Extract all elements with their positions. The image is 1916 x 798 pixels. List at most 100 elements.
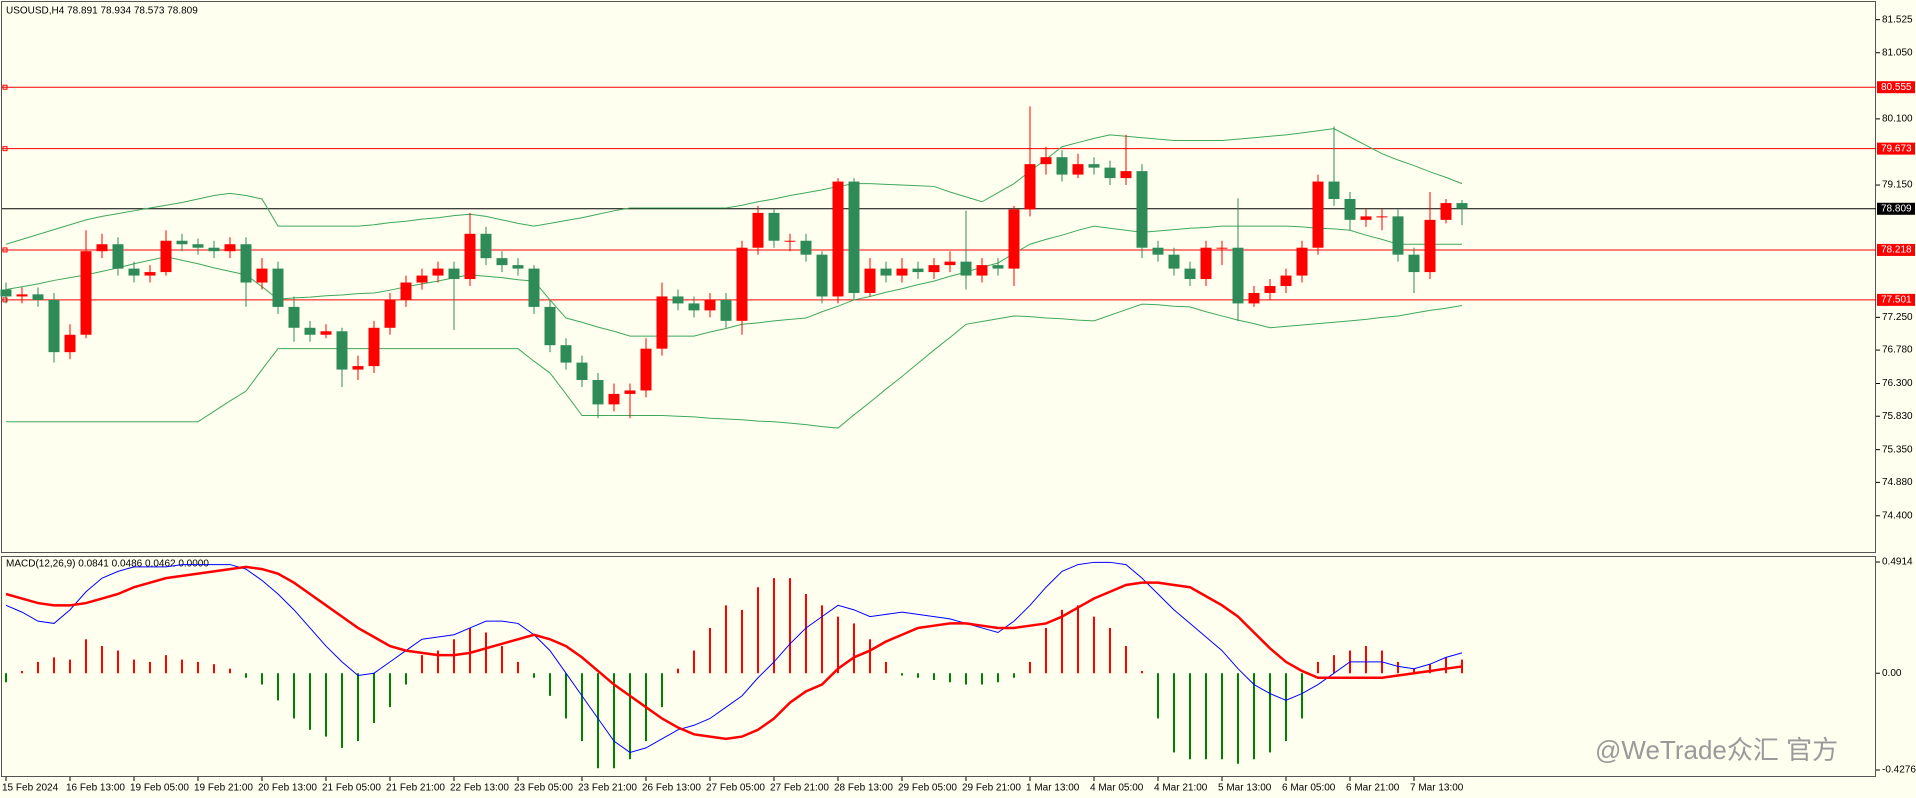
y-tick-label: 0.4914 [1882, 557, 1913, 568]
candle-body [912, 268, 924, 273]
candle-body [1456, 203, 1468, 209]
y-tick-label: 74.400 [1882, 510, 1913, 521]
level-marker [2, 84, 8, 90]
y-tick-label: 76.780 [1882, 345, 1913, 356]
level-marker [2, 247, 8, 253]
candle-body [832, 181, 844, 297]
candle-body [864, 268, 876, 293]
y-tick-label: 81.050 [1882, 47, 1913, 58]
x-tick-label: 21 Feb 21:00 [386, 783, 445, 794]
candle-body [48, 299, 60, 353]
candle-body [704, 299, 716, 311]
level-label: 77.501 [1881, 295, 1912, 306]
candle-body [752, 212, 764, 248]
indicator-line [5, 565, 1463, 741]
candle-body [928, 265, 940, 273]
x-tick-label: 28 Feb 13:00 [834, 783, 893, 794]
level-label-box [1877, 293, 1915, 306]
x-tick-label: 7 Mar 13:00 [1410, 783, 1464, 794]
candle-body [1424, 219, 1436, 273]
level-label: 78.218 [1881, 245, 1912, 256]
indicator-title: MACD(12,26,9) 0.0841 0.0486 0.0462 0.000… [6, 559, 209, 570]
candle-body [160, 240, 172, 273]
candle-body [192, 244, 204, 248]
x-tick-label: 22 Feb 13:00 [450, 783, 509, 794]
candle-body [672, 296, 684, 304]
y-tick-label: 0.00 [1882, 668, 1902, 679]
candle-body [1408, 254, 1420, 273]
candle-body [80, 251, 92, 335]
candle-body [944, 261, 956, 266]
x-tick-label: 5 Mar 13:00 [1218, 783, 1272, 794]
candle-body [720, 299, 732, 321]
candle-body [352, 366, 364, 370]
x-tick-label: 16 Feb 13:00 [66, 783, 125, 794]
candle-body [432, 268, 444, 276]
x-tick-label: 19 Feb 21:00 [194, 783, 253, 794]
y-tick-label: 75.830 [1882, 411, 1913, 422]
candle-body [1280, 275, 1292, 287]
chart-title: USOUSD,H4 78.891 78.934 78.573 78.809 [6, 6, 198, 17]
candle-body [528, 268, 540, 307]
candle-body [384, 299, 396, 328]
level-label-box [1877, 243, 1915, 256]
candle-body [96, 244, 108, 252]
x-tick-label: 26 Feb 13:00 [642, 783, 701, 794]
candle-body [1088, 164, 1100, 168]
indicator-line [5, 561, 1463, 753]
level-marker [2, 297, 8, 303]
candle-body [496, 258, 508, 266]
macd-frame [1, 556, 1876, 777]
y-tick-label: 80.100 [1882, 114, 1913, 125]
candle-body [1344, 198, 1356, 220]
candle-body [1296, 247, 1308, 276]
candle-body [400, 282, 412, 300]
candle-body [1376, 216, 1388, 218]
candle-body [304, 327, 316, 335]
x-tick-label: 4 Mar 05:00 [1090, 783, 1144, 794]
candle-body [1168, 254, 1180, 269]
candle-body [1008, 209, 1020, 269]
y-tick-label: -0.4276 [1882, 765, 1916, 776]
candle-body [1312, 181, 1324, 248]
candle-body [1072, 164, 1084, 175]
price-label-box [1877, 202, 1915, 215]
candle-body [768, 212, 780, 241]
candle-body [576, 362, 588, 381]
candle-body [512, 265, 524, 269]
candle-body [624, 390, 636, 394]
x-tick-label: 27 Feb 05:00 [706, 783, 765, 794]
x-tick-label: 1 Mar 13:00 [1026, 783, 1080, 794]
candle-body [368, 327, 380, 367]
candle-body [848, 181, 860, 293]
candle-body [288, 306, 300, 328]
candle-body [1200, 247, 1212, 280]
level-label-box [1877, 142, 1915, 155]
candle-body [1392, 216, 1404, 255]
candle-body [1360, 216, 1372, 220]
candle-body [1152, 247, 1164, 255]
candle-body [1040, 157, 1052, 165]
candle-body [896, 268, 908, 276]
candle-body [144, 272, 156, 276]
x-tick-label: 29 Feb 05:00 [898, 783, 957, 794]
candle-body [592, 380, 604, 405]
candle-body [0, 289, 12, 297]
candle-body [736, 247, 748, 321]
indicator-line [6, 303, 1463, 429]
x-tick-label: 21 Feb 05:00 [322, 783, 381, 794]
candle-body [1248, 292, 1260, 304]
candle-body [64, 334, 76, 353]
candle-body [448, 268, 460, 280]
candle-body [816, 254, 828, 297]
candle-body [1328, 181, 1340, 199]
x-tick-label: 6 Mar 21:00 [1346, 783, 1400, 794]
candle-body [880, 268, 892, 276]
candle-body [960, 261, 972, 276]
y-tick-label: 74.880 [1882, 477, 1913, 488]
watermark: @WeTrade众汇 官方 [1595, 735, 1838, 765]
y-tick-label: 75.350 [1882, 444, 1913, 455]
